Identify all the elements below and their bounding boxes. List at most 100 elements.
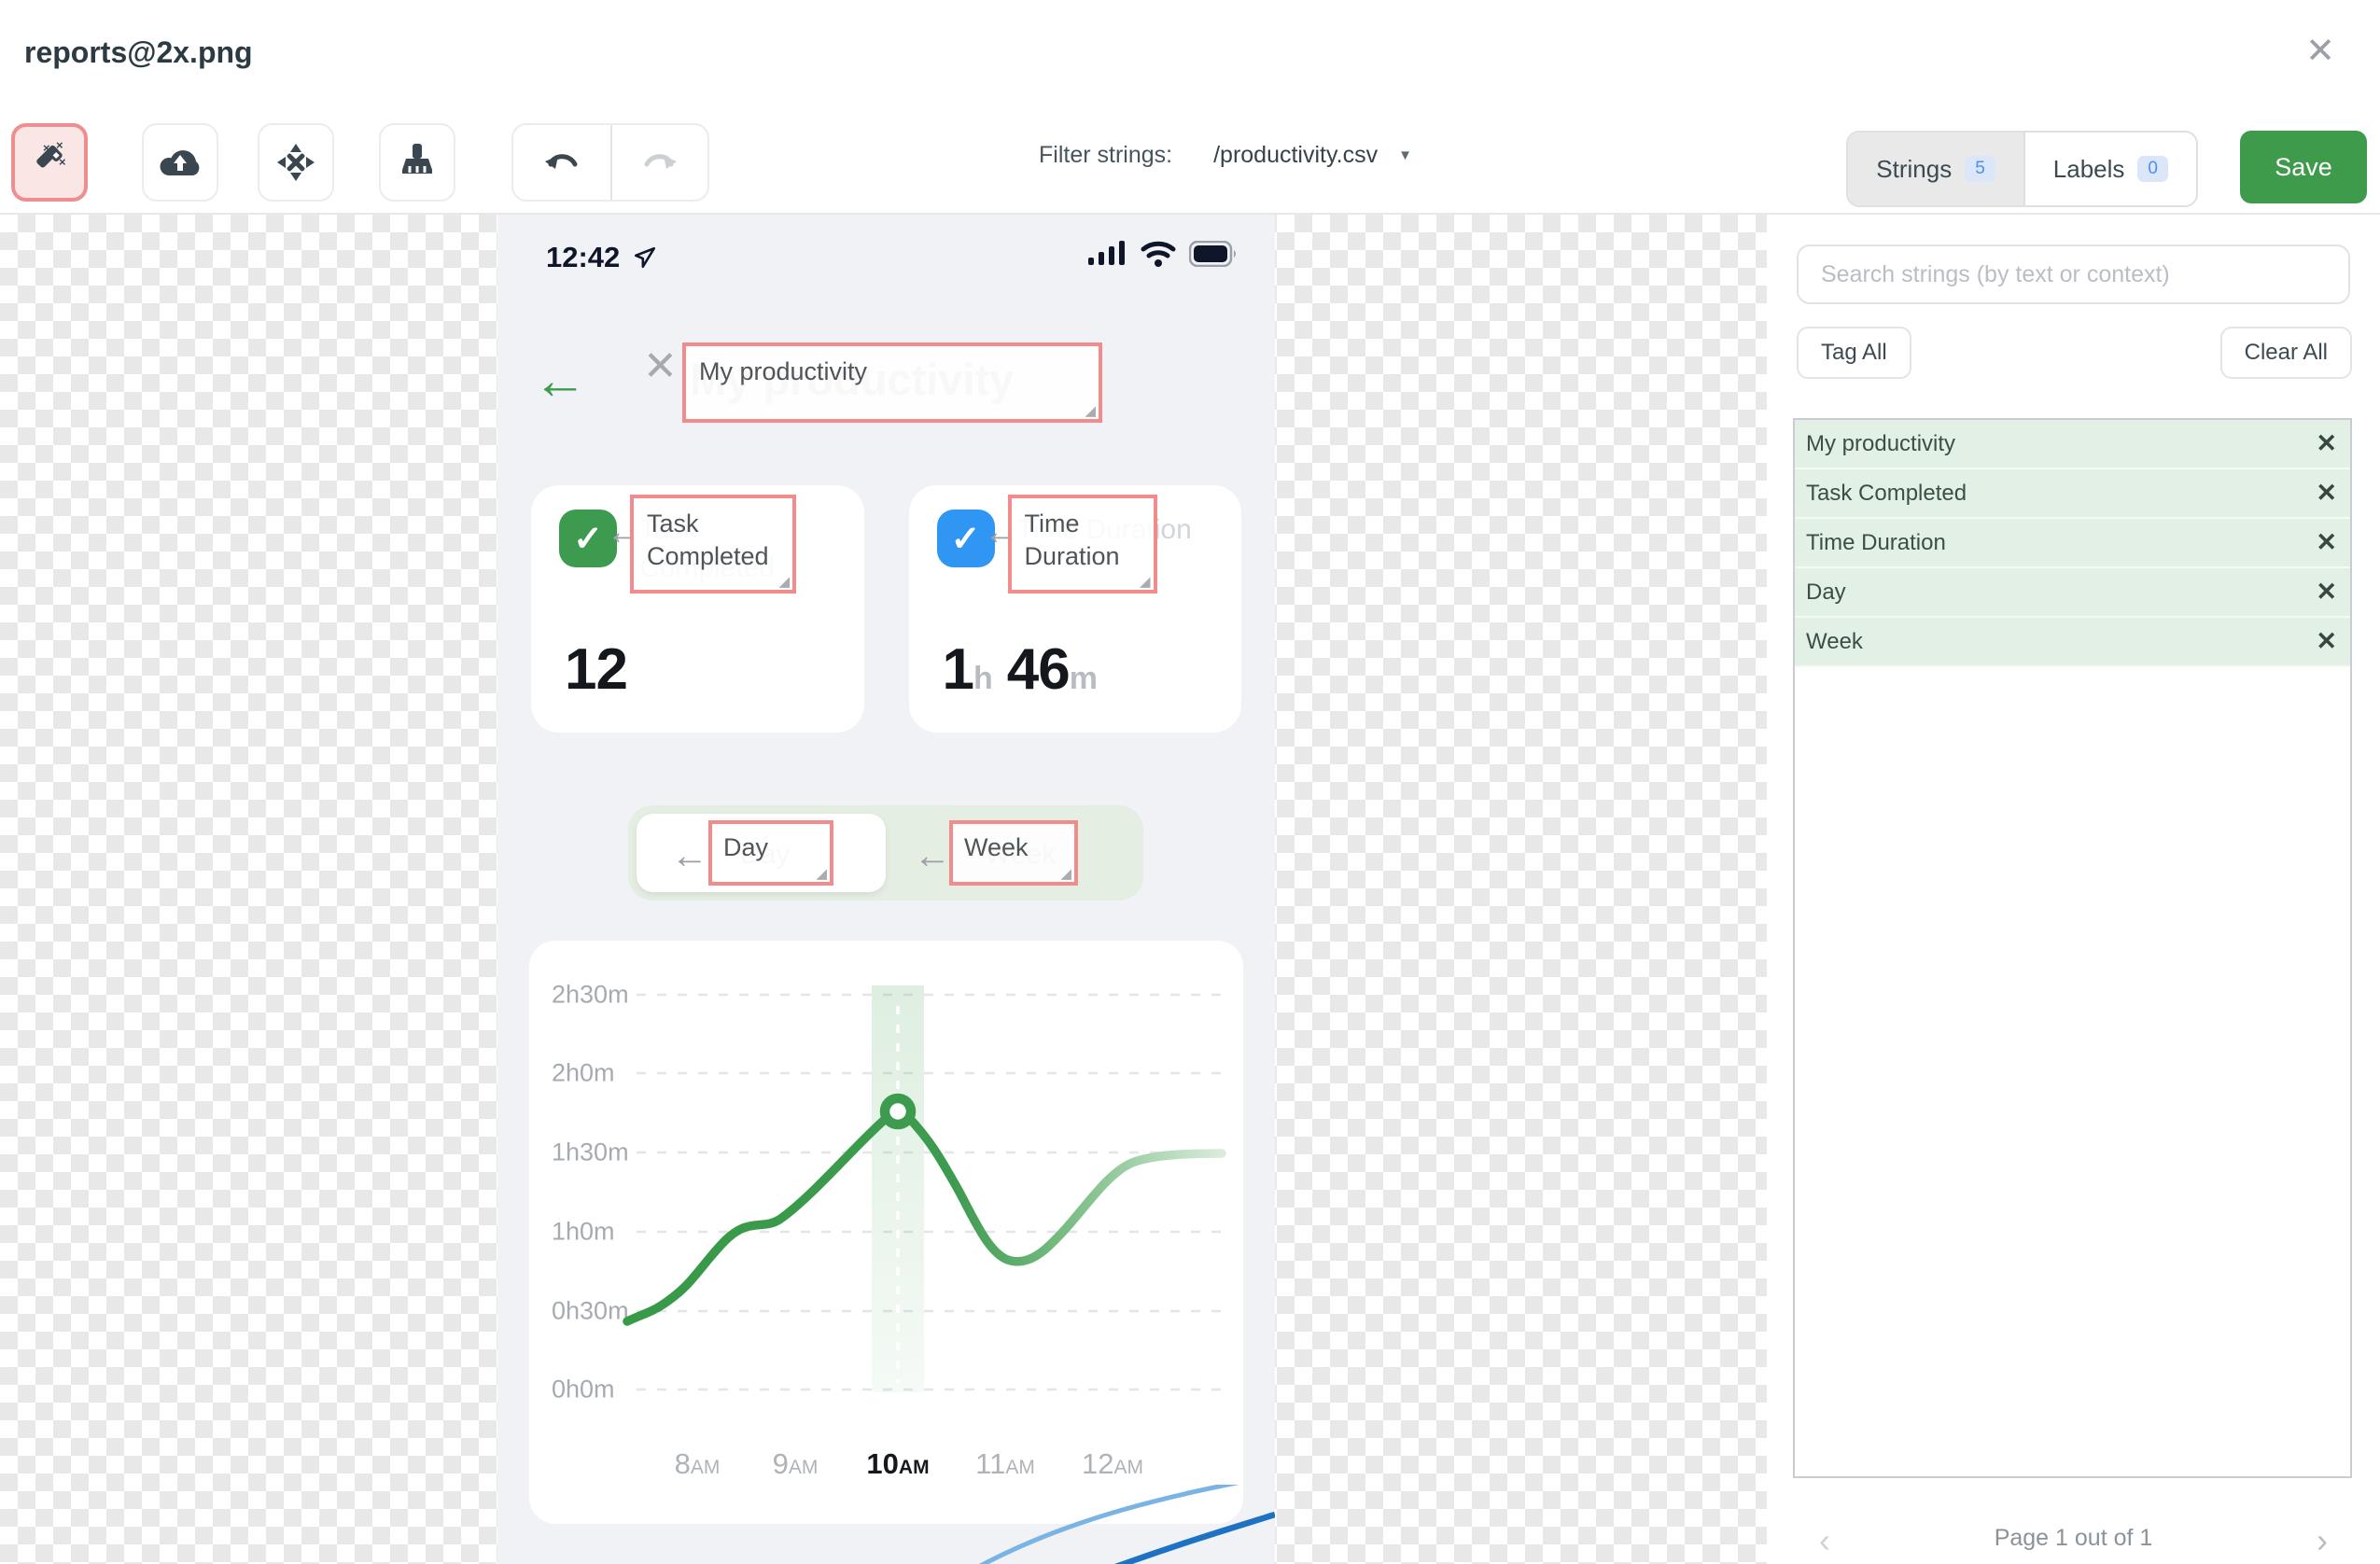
annotation-text: My productivity xyxy=(699,357,868,385)
minutes-value: 46 xyxy=(1006,637,1071,702)
tab-strings-label: Strings xyxy=(1876,154,1953,183)
pagination: ‹ Page 1 out of 1 › xyxy=(1767,1519,2380,1564)
string-list: My productivity ✕ Task Completed ✕ Time … xyxy=(1793,418,2352,1478)
strings-sidebar: Tag All Clear All My productivity ✕ Task… xyxy=(1767,215,2380,1564)
filter-value: /productivity.csv xyxy=(1213,142,1379,168)
svg-text:×: × xyxy=(43,141,50,155)
tag-all-button[interactable]: Tag All xyxy=(1797,327,1911,379)
tool-bar: × × × xyxy=(11,123,709,202)
tab-strings[interactable]: Strings 5 xyxy=(1848,133,2025,205)
x-tick-selected: 10AM xyxy=(866,1447,930,1480)
remove-icon[interactable]: ✕ xyxy=(2316,627,2337,655)
labels-count-badge: 0 xyxy=(2137,156,2168,182)
filter-strings: Filter strings: /productivity.csv ▼ xyxy=(1039,142,1412,169)
resize-handle[interactable]: ◢ xyxy=(1085,403,1096,419)
y-tick: 0h30m xyxy=(552,1296,629,1325)
annotation-text: Week xyxy=(964,833,1029,861)
x-tick: 12AM xyxy=(1082,1447,1143,1480)
window-title: reports@2x.png xyxy=(24,35,253,69)
string-label: Week xyxy=(1806,628,1863,654)
move-icon xyxy=(277,144,315,181)
string-row[interactable]: Time Duration ✕ xyxy=(1795,519,2350,568)
magic-wand-icon: × × × xyxy=(36,141,66,169)
resize-handle[interactable]: ◢ xyxy=(1060,866,1071,882)
statusbar-icons xyxy=(1088,241,1238,267)
annotation-text: Day xyxy=(723,833,769,861)
page-indicator: Page 1 out of 1 xyxy=(1994,1525,2153,1551)
strings-labels-tabs: Strings 5 Labels 0 xyxy=(1846,131,2198,207)
annotation-remove-icon[interactable]: ✕ xyxy=(643,343,678,389)
chevron-right-icon[interactable]: › xyxy=(2317,1521,2328,1559)
remove-icon[interactable]: ✕ xyxy=(2316,429,2337,457)
string-row[interactable]: Day ✕ xyxy=(1795,568,2350,618)
annotation-box-time-duration[interactable]: Time Duration ◢ xyxy=(1007,495,1157,593)
remove-icon[interactable]: ✕ xyxy=(2316,479,2337,507)
annotation-arrow-icon: ← xyxy=(671,835,708,876)
y-tick: 2h0m xyxy=(552,1058,615,1087)
brush-button[interactable] xyxy=(379,123,455,202)
svg-text:×: × xyxy=(59,155,66,169)
close-icon[interactable]: ✕ xyxy=(2305,32,2335,71)
day-week-segment: Day ← Day ◢ Week ← Week ◢ xyxy=(628,805,1143,901)
resize-handle[interactable]: ◢ xyxy=(778,574,790,590)
undo-redo-group xyxy=(511,123,709,202)
tasks-value: 12 xyxy=(565,637,628,702)
string-label: Day xyxy=(1806,579,1846,605)
upload-button[interactable] xyxy=(142,123,218,202)
check-icon: ✓ xyxy=(559,510,617,567)
statusbar-time: 12:42 xyxy=(546,241,657,274)
line-chart xyxy=(623,985,1226,1392)
string-label: My productivity xyxy=(1806,430,1956,456)
string-row[interactable]: Week ✕ xyxy=(1795,618,2350,667)
remove-icon[interactable]: ✕ xyxy=(2316,528,2337,556)
string-row[interactable]: My productivity ✕ xyxy=(1795,420,2350,469)
y-tick: 1h30m xyxy=(552,1138,629,1166)
phone-header: ← My productivity ✕ My productivity ◢ xyxy=(497,341,1275,443)
string-label: Task Completed xyxy=(1806,480,1967,506)
wifi-icon xyxy=(1141,241,1176,267)
hours-value: 1 xyxy=(942,637,974,702)
brush-icon xyxy=(402,144,432,174)
resize-handle[interactable]: ◢ xyxy=(816,866,827,882)
annotation-box-week[interactable]: Week ◢ xyxy=(949,820,1078,886)
data-point-marker xyxy=(879,1093,917,1130)
productivity-line xyxy=(623,1108,1226,1326)
move-button[interactable] xyxy=(258,123,334,202)
svg-text:×: × xyxy=(56,141,63,152)
resize-handle[interactable]: ◢ xyxy=(1139,574,1151,590)
search-input[interactable] xyxy=(1797,244,2350,304)
string-row[interactable]: Task Completed ✕ xyxy=(1795,469,2350,519)
redo-icon xyxy=(644,154,677,169)
annotation-text: Task Completed xyxy=(647,510,769,570)
undo-button[interactable] xyxy=(513,125,610,200)
save-button[interactable]: Save xyxy=(2240,131,2367,203)
tab-labels[interactable]: Labels 0 xyxy=(2025,133,2196,205)
annotation-text: Time Duration xyxy=(1024,510,1120,570)
y-tick: 1h0m xyxy=(552,1217,615,1246)
filter-file-select[interactable]: /productivity.csv ▼ xyxy=(1213,142,1412,169)
caret-down-icon: ▼ xyxy=(1398,147,1412,163)
next-chart-curves xyxy=(978,1485,1275,1564)
back-arrow-icon: ← xyxy=(533,350,587,411)
chevron-left-icon[interactable]: ‹ xyxy=(1819,1521,1830,1559)
transparency-canvas: 12:42 xyxy=(0,215,2380,1564)
magic-wand-button[interactable]: × × × xyxy=(11,123,88,202)
stat-cards: ✓ Task Completed ← Task Completed ◢ 12 ✓… xyxy=(531,485,1241,733)
annotation-box-title[interactable]: My productivity ◢ xyxy=(682,342,1102,423)
redo-button[interactable] xyxy=(610,125,707,200)
task-completed-card: ✓ Task Completed ← Task Completed ◢ 12 xyxy=(531,485,864,733)
signal-icon xyxy=(1088,241,1125,265)
location-arrow-icon xyxy=(635,246,656,269)
y-tick: 0h0m xyxy=(552,1375,615,1403)
annotation-arrow-icon: ← xyxy=(914,835,951,876)
remove-icon[interactable]: ✕ xyxy=(2316,578,2337,606)
clear-all-button[interactable]: Clear All xyxy=(2219,327,2352,379)
annotation-box-day[interactable]: Day ◢ xyxy=(708,820,833,886)
productivity-chart-card: 2h30m 2h0m 1h30m 1h0m 0h30m 0h0m xyxy=(529,941,1243,1524)
window-header: reports@2x.png ✕ × × × xyxy=(0,0,2380,215)
undo-icon xyxy=(545,154,578,169)
minutes-unit: m xyxy=(1069,661,1098,696)
annotation-box-task-completed[interactable]: Task Completed ◢ xyxy=(630,495,796,593)
battery-icon xyxy=(1189,241,1236,267)
